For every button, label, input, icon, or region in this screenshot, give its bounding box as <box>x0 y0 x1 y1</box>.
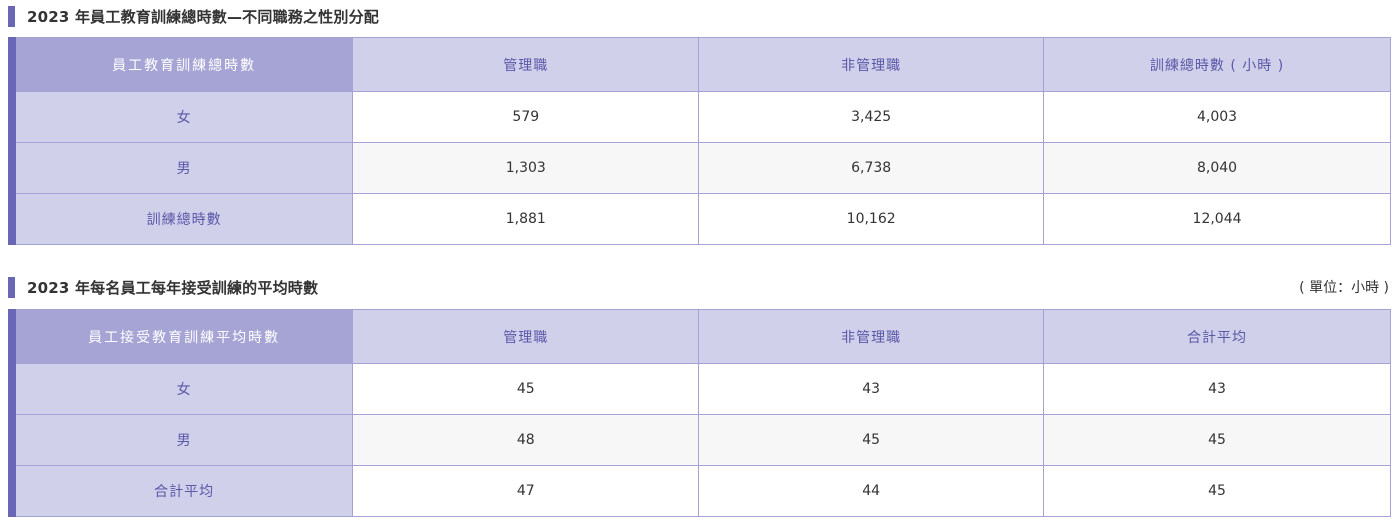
table-header-row: 員工教育訓練總時數 管理職 非管理職 訓練總時數 ( 小時 ) <box>11 37 1391 92</box>
table-row-average: 合計平均 47 44 45 <box>11 465 1391 517</box>
table-cell: 45 <box>698 414 1045 466</box>
table-cell: 45 <box>1043 465 1391 517</box>
table-cell: 47 <box>352 465 700 517</box>
table-cell: 45 <box>1043 414 1391 466</box>
table-cell: 579 <box>352 91 700 143</box>
column-header-non-management: 非管理職 <box>698 37 1045 92</box>
table-cell: 4,003 <box>1043 91 1391 143</box>
table-cell: 12,044 <box>1043 193 1391 245</box>
table2-title: 2023 年每名員工每年接受訓練的平均時數 <box>27 278 319 297</box>
row-header: 女 <box>11 363 354 415</box>
table-corner-header: 員工接受教育訓練平均時數 <box>11 309 354 364</box>
row-header: 女 <box>11 91 354 143</box>
row-header: 訓練總時數 <box>11 193 354 245</box>
table-row-male: 男 48 45 45 <box>11 414 1391 466</box>
title-accent-bar <box>8 276 15 298</box>
section-title-2: 2023 年每名員工每年接受訓練的平均時數 <box>8 275 318 299</box>
table-header-row: 員工接受教育訓練平均時數 管理職 非管理職 合計平均 <box>11 309 1391 364</box>
row-header: 男 <box>11 142 354 194</box>
table1-title: 2023 年員工教育訓練總時數—不同職務之性別分配 <box>27 7 379 26</box>
table-row-total: 訓練總時數 1,881 10,162 12,044 <box>11 193 1391 245</box>
table-cell: 43 <box>698 363 1045 415</box>
column-header-non-management: 非管理職 <box>698 309 1045 364</box>
table-cell: 10,162 <box>698 193 1045 245</box>
table-cell: 1,303 <box>352 142 700 194</box>
column-header-total-hours: 訓練總時數 ( 小時 ) <box>1043 37 1391 92</box>
column-header-management: 管理職 <box>352 309 700 364</box>
table-row-male: 男 1,303 6,738 8,040 <box>11 142 1391 194</box>
table-cell: 43 <box>1043 363 1391 415</box>
training-hours-table: 員工教育訓練總時數 管理職 非管理職 訓練總時數 ( 小時 ) 女 579 3,… <box>8 37 1391 245</box>
table-cell: 45 <box>352 363 700 415</box>
table-cell: 1,881 <box>352 193 700 245</box>
section-title-1: 2023 年員工教育訓練總時數—不同職務之性別分配 <box>8 4 379 28</box>
average-hours-table: 員工接受教育訓練平均時數 管理職 非管理職 合計平均 女 45 43 43 男 … <box>8 309 1391 517</box>
table-cell: 6,738 <box>698 142 1045 194</box>
table-row-female: 女 45 43 43 <box>11 363 1391 415</box>
table-cell: 44 <box>698 465 1045 517</box>
row-header: 男 <box>11 414 354 466</box>
table-cell: 8,040 <box>1043 142 1391 194</box>
table-corner-header: 員工教育訓練總時數 <box>11 37 354 92</box>
unit-note: ( 單位：小時 ) <box>1299 280 1389 296</box>
column-header-management: 管理職 <box>352 37 700 92</box>
column-header-combined-average: 合計平均 <box>1043 309 1391 364</box>
table-cell: 3,425 <box>698 91 1045 143</box>
table-cell: 48 <box>352 414 700 466</box>
row-header: 合計平均 <box>11 465 354 517</box>
title-accent-bar <box>8 5 15 27</box>
table-row-female: 女 579 3,425 4,003 <box>11 91 1391 143</box>
